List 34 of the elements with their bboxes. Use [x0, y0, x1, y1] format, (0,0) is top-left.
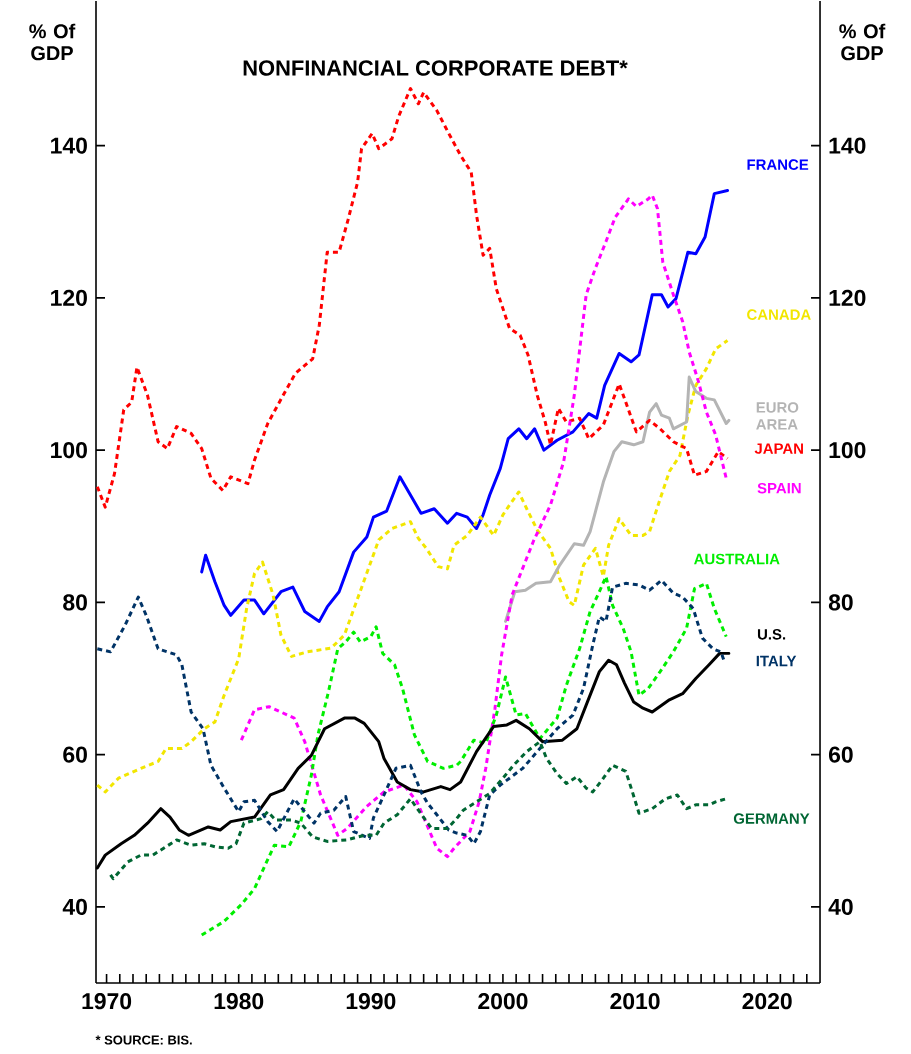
- y-tick-label: 60: [63, 746, 87, 763]
- x-tick-label: 1980: [214, 993, 264, 1010]
- y-tick-label: 100: [51, 442, 87, 459]
- series-label: EURO AREA: [756, 402, 799, 430]
- y-tick-label: 80: [63, 594, 87, 611]
- y-tick-label: 140: [51, 137, 87, 154]
- x-tick-label: 2010: [610, 993, 660, 1010]
- series-label: CANADA: [747, 309, 811, 320]
- y-tick-label: 120: [51, 289, 87, 306]
- x-tick-label: 2000: [478, 993, 528, 1010]
- text: ITALY: [756, 655, 797, 667]
- y-axis-title: % Of GDP: [29, 23, 76, 61]
- text: U.S.: [757, 629, 786, 640]
- line-series: [95, 87, 730, 509]
- y-tick-label: 40: [62, 898, 87, 915]
- series-label: JAPAN: [754, 443, 803, 454]
- line-series: [200, 574, 728, 937]
- text: SPAIN: [757, 482, 801, 494]
- text: NONFINANCIAL CORPORATE DEBT*: [243, 60, 628, 76]
- text: * SOURCE: BIS.: [95, 1035, 192, 1045]
- y2-tick-label: 60: [828, 746, 853, 763]
- y2-tick-label: 120: [829, 289, 866, 306]
- series-label: AUSTRALIA: [694, 553, 780, 565]
- x-tick-label: 1990: [346, 993, 396, 1010]
- y2-tick-label: 40: [828, 898, 853, 915]
- x-tick-label: 2020: [742, 993, 792, 1010]
- y2-tick-label: 100: [829, 442, 866, 459]
- y2-axis-title: % Of GDP: [839, 23, 886, 61]
- x-tick-label: 1970: [82, 993, 132, 1010]
- y2-tick-label: 80: [828, 594, 853, 611]
- y2-tick-label: 140: [829, 137, 866, 154]
- series-label: GERMANY: [733, 813, 810, 824]
- line-series: [109, 740, 728, 881]
- series-label: FRANCE: [747, 159, 809, 170]
